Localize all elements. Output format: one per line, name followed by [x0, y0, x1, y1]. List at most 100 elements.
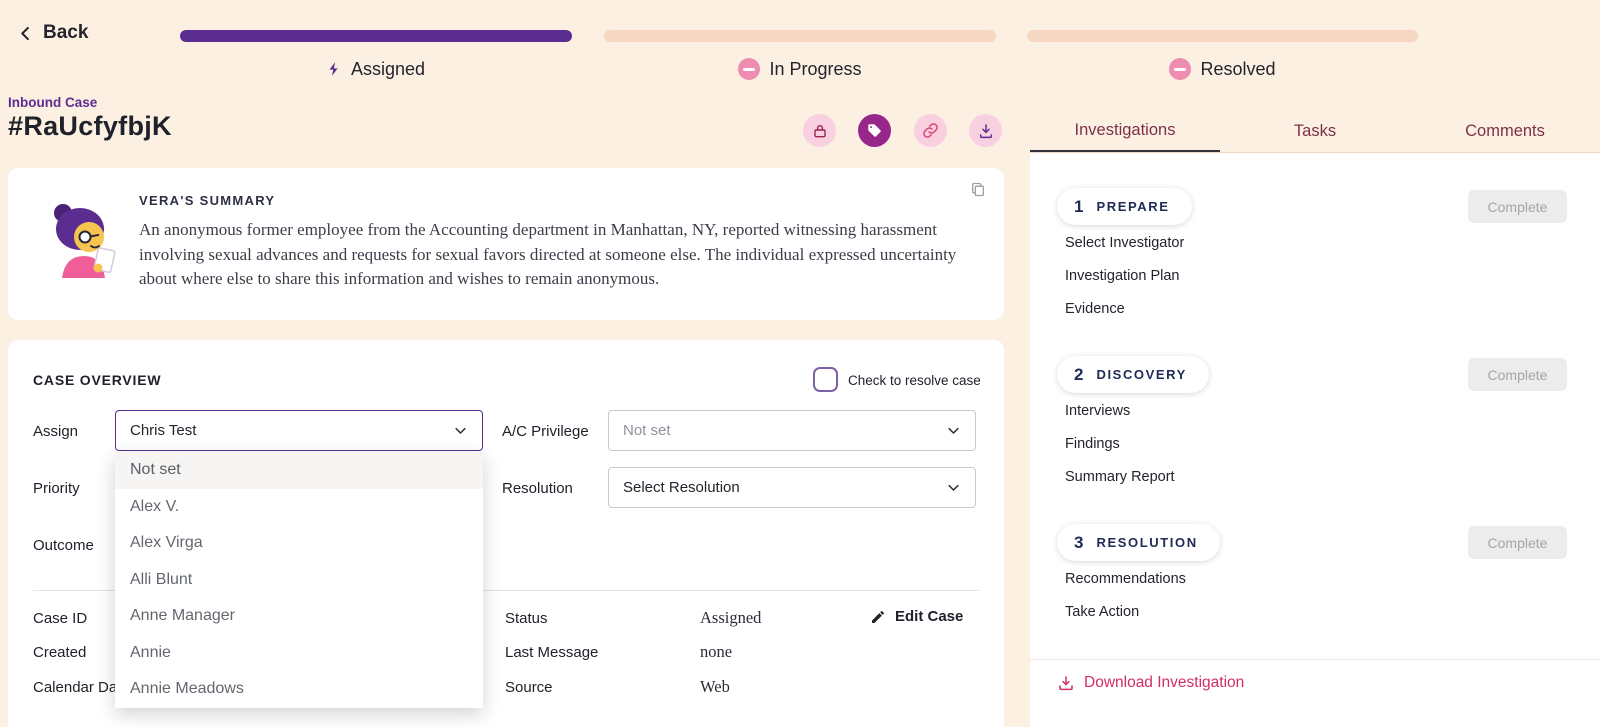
download-case-button[interactable]	[969, 114, 1002, 147]
progress-step-label: In Progress	[769, 58, 862, 79]
assign-option-not-set[interactable]: Not set	[115, 452, 483, 489]
tag-icon	[867, 123, 882, 138]
summary-title: VERA'S SUMMARY	[139, 193, 276, 208]
download-investigation-label: Download Investigation	[1084, 674, 1245, 691]
download-tray-icon	[1057, 674, 1075, 692]
progress-step-label: Resolved	[1200, 58, 1276, 79]
case-overview-title: CASE OVERVIEW	[33, 372, 162, 388]
phase-title: RESOLUTION	[1096, 535, 1198, 550]
copy-link-button[interactable]	[914, 114, 947, 147]
chevron-down-icon	[946, 480, 961, 495]
tab-investigations[interactable]: Investigations	[1030, 110, 1220, 152]
lock-button[interactable]	[803, 114, 836, 147]
resolve-case-label: Check to resolve case	[848, 373, 981, 388]
ac-privilege-select-value: Not set	[623, 422, 671, 439]
phase-item-interviews[interactable]: Interviews	[1065, 403, 1131, 419]
assign-dropdown-menu: Not set Alex V. Alex Virga Alli Blunt An…	[115, 452, 483, 708]
phase-number: 2	[1074, 364, 1084, 384]
complete-resolution-button[interactable]: Complete	[1468, 526, 1567, 559]
resolution-select-value: Select Resolution	[623, 479, 740, 496]
edit-case-label: Edit Case	[895, 608, 964, 625]
status-value: Assigned	[700, 608, 762, 627]
progress-segment-assigned	[180, 30, 572, 42]
download-investigation-link[interactable]: Download Investigation	[1057, 674, 1244, 692]
pencil-icon	[870, 609, 886, 625]
tab-tasks[interactable]: Tasks	[1293, 121, 1337, 140]
assign-option-anne-manager[interactable]: Anne Manager	[130, 607, 235, 625]
last-message-value: none	[700, 642, 733, 661]
resolution-select[interactable]: Select Resolution	[608, 467, 976, 508]
progress-step-resolved: Resolved	[1027, 56, 1418, 82]
assign-option-annie[interactable]: Annie	[130, 643, 171, 661]
right-panel-tabs: Investigations Tasks Comments	[1030, 110, 1600, 153]
phase-item-findings[interactable]: Findings	[1065, 436, 1120, 452]
chevron-down-icon	[946, 423, 961, 438]
investigation-phase-resolution: 3 RESOLUTION	[1057, 524, 1220, 561]
progress-segment-in-progress	[604, 30, 996, 42]
assign-option-alli-blunt[interactable]: Alli Blunt	[130, 570, 193, 588]
phase-number: 1	[1074, 196, 1084, 216]
chevron-left-icon	[16, 24, 35, 43]
phase-title: DISCOVERY	[1096, 367, 1187, 382]
download-icon	[978, 123, 994, 139]
progress-step-in-progress: In Progress	[604, 56, 996, 82]
phase-title: PREPARE	[1096, 199, 1170, 214]
progress-segment-resolved	[1027, 30, 1418, 42]
phase-item-evidence[interactable]: Evidence	[1065, 301, 1125, 317]
back-label: Back	[43, 22, 89, 43]
assign-option-alex-virga[interactable]: Alex Virga	[130, 534, 203, 552]
progress-step-assigned: Assigned	[180, 56, 572, 82]
assign-option-alex-v[interactable]: Alex V.	[130, 497, 180, 515]
source-value: Web	[700, 677, 730, 696]
case-id-label: Case ID	[33, 610, 88, 627]
phase-item-summary-report[interactable]: Summary Report	[1065, 469, 1175, 485]
chevron-down-icon	[453, 423, 468, 438]
investigation-phase-prepare: 1 PREPARE	[1057, 188, 1192, 225]
lightning-icon	[327, 59, 342, 79]
vera-avatar	[46, 200, 124, 278]
assign-option-annie-meadows[interactable]: Annie Meadows	[130, 680, 244, 698]
resolution-label: Resolution	[502, 480, 573, 497]
vera-summary-card: VERA'S SUMMARY An anonymous former emplo…	[8, 168, 1004, 320]
link-icon	[922, 122, 939, 139]
ac-privilege-select[interactable]: Not set	[608, 410, 976, 451]
tab-comments[interactable]: Comments	[1465, 121, 1545, 140]
complete-prepare-button[interactable]: Complete	[1468, 190, 1567, 223]
summary-body: An anonymous former employee from the Ac…	[139, 220, 957, 288]
clipboard-icon	[970, 181, 986, 198]
phase-item-investigation-plan[interactable]: Investigation Plan	[1065, 268, 1180, 284]
progress-step-label: Assigned	[350, 58, 426, 79]
lock-icon	[812, 123, 828, 139]
case-type-kicker: Inbound Case	[8, 95, 98, 110]
assign-select-value: Chris Test	[130, 422, 197, 439]
page-title-case-number: #RaUcfyfbjK	[8, 111, 172, 141]
back-button[interactable]: Back	[16, 22, 88, 44]
case-overview-card: CASE OVERVIEW Check to resolve case Assi…	[8, 340, 1004, 727]
priority-label: Priority	[33, 480, 80, 497]
ac-privilege-label: A/C Privilege	[502, 423, 589, 440]
investigation-phase-discovery: 2 DISCOVERY	[1057, 356, 1209, 393]
created-label: Created	[33, 644, 87, 661]
phase-item-select-investigator[interactable]: Select Investigator	[1065, 235, 1185, 251]
resolve-case-checkbox[interactable]	[813, 367, 838, 392]
minus-circle-icon	[1169, 58, 1192, 80]
outcome-label: Outcome	[33, 537, 94, 554]
complete-discovery-button[interactable]: Complete	[1468, 358, 1567, 391]
investigations-panel: 1 PREPARE Complete Select Investigator I…	[1030, 153, 1600, 727]
phase-item-recommendations[interactable]: Recommendations	[1065, 571, 1186, 587]
last-message-label: Last Message	[505, 644, 599, 661]
status-label: Status	[505, 610, 548, 627]
copy-summary-button[interactable]	[970, 181, 986, 198]
phase-number: 3	[1074, 532, 1084, 552]
phase-item-take-action[interactable]: Take Action	[1065, 604, 1140, 620]
assign-select[interactable]: Chris Test	[115, 410, 483, 451]
source-label: Source	[505, 679, 553, 696]
panel-divider	[1030, 659, 1600, 660]
tag-button[interactable]	[858, 114, 891, 147]
assign-label: Assign	[33, 423, 79, 440]
calendar-days-label: Calendar Da	[33, 679, 118, 696]
minus-circle-icon	[738, 58, 761, 80]
edit-case-button[interactable]: Edit Case	[870, 608, 963, 625]
card-divider	[33, 590, 979, 591]
